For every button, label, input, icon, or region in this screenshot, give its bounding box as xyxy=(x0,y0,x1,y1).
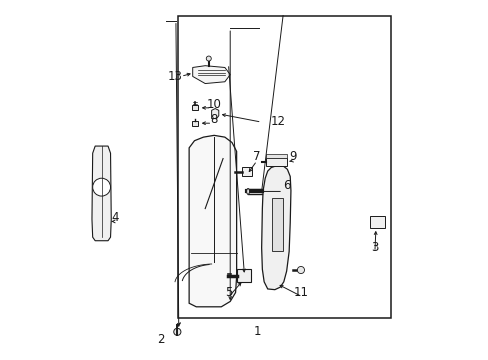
Polygon shape xyxy=(192,66,230,84)
Text: 7: 7 xyxy=(253,150,260,163)
Circle shape xyxy=(93,178,110,196)
Bar xyxy=(191,121,198,126)
Polygon shape xyxy=(189,135,236,307)
Text: 6: 6 xyxy=(283,179,290,192)
Text: 2: 2 xyxy=(157,333,164,346)
Circle shape xyxy=(173,328,181,336)
Polygon shape xyxy=(92,146,111,241)
Polygon shape xyxy=(211,109,218,118)
Ellipse shape xyxy=(246,189,249,194)
Bar xyxy=(178,16,390,318)
Text: 12: 12 xyxy=(270,114,285,127)
Circle shape xyxy=(297,266,304,274)
Polygon shape xyxy=(261,166,290,290)
Text: 11: 11 xyxy=(294,286,308,299)
Text: 1: 1 xyxy=(253,325,260,338)
Text: 4: 4 xyxy=(111,211,119,224)
Bar xyxy=(237,269,250,282)
Text: 3: 3 xyxy=(370,241,378,255)
Bar xyxy=(369,216,384,228)
Bar xyxy=(265,154,286,158)
Circle shape xyxy=(206,56,211,61)
Bar xyxy=(272,198,283,251)
Text: 9: 9 xyxy=(288,150,296,163)
Text: 8: 8 xyxy=(210,113,217,126)
Bar xyxy=(265,158,286,166)
Text: 13: 13 xyxy=(168,70,183,83)
Text: 5: 5 xyxy=(224,286,232,299)
Bar xyxy=(191,105,198,111)
Text: 10: 10 xyxy=(206,99,221,112)
Bar xyxy=(241,167,252,176)
